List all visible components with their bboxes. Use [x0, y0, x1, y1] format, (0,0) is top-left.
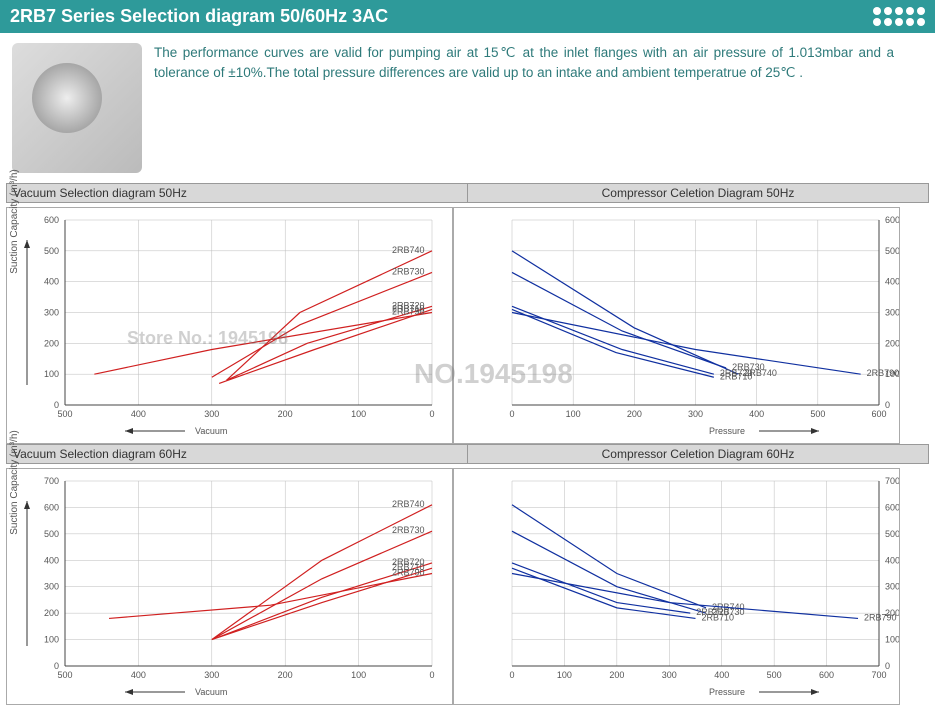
- svg-text:0: 0: [885, 400, 890, 410]
- svg-text:0: 0: [429, 409, 434, 419]
- svg-text:2RB790: 2RB790: [392, 568, 425, 578]
- svg-text:400: 400: [885, 555, 899, 565]
- svg-text:500: 500: [885, 529, 899, 539]
- svg-text:400: 400: [749, 409, 764, 419]
- vacuum-chart: 010020030040050001002003004005006002RB74…: [6, 207, 453, 444]
- svg-text:Vacuum: Vacuum: [195, 426, 227, 436]
- svg-text:300: 300: [204, 670, 219, 680]
- compressor-chart: 0100200300400500600700010020030040050060…: [453, 468, 900, 705]
- svg-text:100: 100: [566, 409, 581, 419]
- svg-text:500: 500: [57, 670, 72, 680]
- panels-container: Vacuum Selection diagram 50HzCompressor …: [0, 183, 935, 705]
- svg-text:400: 400: [44, 555, 59, 565]
- svg-text:200: 200: [44, 608, 59, 618]
- svg-text:0: 0: [54, 400, 59, 410]
- svg-text:100: 100: [44, 369, 59, 379]
- svg-text:100: 100: [351, 670, 366, 680]
- svg-text:200: 200: [44, 338, 59, 348]
- svg-text:300: 300: [688, 409, 703, 419]
- vacuum-title: Vacuum Selection diagram 50Hz: [7, 184, 468, 202]
- svg-text:Pressure: Pressure: [709, 426, 745, 436]
- svg-text:600: 600: [44, 502, 59, 512]
- svg-text:300: 300: [885, 308, 899, 318]
- svg-text:600: 600: [819, 670, 834, 680]
- compressor-title: Compressor Celetion Diagram 50Hz: [468, 184, 928, 202]
- svg-text:200: 200: [627, 409, 642, 419]
- svg-text:300: 300: [885, 582, 899, 592]
- svg-text:2RB730: 2RB730: [392, 266, 425, 276]
- svg-text:300: 300: [44, 582, 59, 592]
- panel-title-row: Vacuum Selection diagram 50HzCompressor …: [6, 183, 929, 203]
- svg-text:2RB710: 2RB710: [702, 612, 735, 622]
- svg-text:500: 500: [810, 409, 825, 419]
- product-image: [12, 43, 142, 173]
- chart-row: 010020030040050001002003004005006002RB74…: [6, 207, 929, 444]
- svg-text:400: 400: [131, 670, 146, 680]
- panel-title-row: Vacuum Selection diagram 60HzCompressor …: [6, 444, 929, 464]
- svg-text:600: 600: [871, 409, 886, 419]
- svg-text:200: 200: [885, 338, 899, 348]
- svg-text:0: 0: [54, 661, 59, 671]
- svg-text:400: 400: [885, 277, 899, 287]
- header-title: 2RB7 Series Selection diagram 50/60Hz 3A…: [10, 6, 388, 27]
- svg-text:400: 400: [131, 409, 146, 419]
- header-dots: [873, 7, 925, 26]
- svg-text:500: 500: [767, 670, 782, 680]
- compressor-title: Compressor Celetion Diagram 60Hz: [468, 445, 928, 463]
- svg-text:700: 700: [885, 476, 899, 486]
- svg-text:2RB730: 2RB730: [392, 525, 425, 535]
- y-axis-label: Suction Capacity (m³/h): [9, 169, 20, 273]
- svg-text:200: 200: [278, 409, 293, 419]
- svg-text:700: 700: [44, 476, 59, 486]
- svg-text:2RB790: 2RB790: [864, 612, 897, 622]
- svg-text:300: 300: [44, 308, 59, 318]
- svg-text:Pressure: Pressure: [709, 687, 745, 697]
- svg-text:500: 500: [44, 246, 59, 256]
- svg-text:2RB710: 2RB710: [720, 371, 753, 381]
- svg-text:600: 600: [885, 502, 899, 512]
- svg-text:0: 0: [885, 661, 890, 671]
- svg-text:100: 100: [351, 409, 366, 419]
- compressor-chart: 010020030040050060001002003004005006002R…: [453, 207, 900, 444]
- svg-text:700: 700: [871, 670, 886, 680]
- vacuum-title: Vacuum Selection diagram 60Hz: [7, 445, 468, 463]
- intro-text: The performance curves are valid for pum…: [154, 43, 894, 173]
- svg-text:0: 0: [429, 670, 434, 680]
- svg-text:100: 100: [885, 635, 899, 645]
- chart-row: 010020030040050001002003004005006007002R…: [6, 468, 929, 705]
- svg-text:2RB790: 2RB790: [392, 307, 425, 317]
- svg-text:100: 100: [44, 635, 59, 645]
- intro-section: The performance curves are valid for pum…: [0, 33, 935, 183]
- svg-text:300: 300: [662, 670, 677, 680]
- svg-text:100: 100: [557, 670, 572, 680]
- svg-text:400: 400: [44, 277, 59, 287]
- svg-text:0: 0: [509, 670, 514, 680]
- svg-text:500: 500: [44, 529, 59, 539]
- svg-text:2RB790: 2RB790: [867, 368, 899, 378]
- svg-text:600: 600: [885, 215, 899, 225]
- svg-text:500: 500: [885, 246, 899, 256]
- svg-text:200: 200: [609, 670, 624, 680]
- svg-text:300: 300: [204, 409, 219, 419]
- svg-text:200: 200: [278, 670, 293, 680]
- svg-text:2RB740: 2RB740: [392, 499, 425, 509]
- svg-text:0: 0: [509, 409, 514, 419]
- header-bar: 2RB7 Series Selection diagram 50/60Hz 3A…: [0, 0, 935, 33]
- y-axis-label: Suction Capacity (m³/h): [9, 430, 20, 534]
- svg-text:500: 500: [57, 409, 72, 419]
- svg-text:400: 400: [714, 670, 729, 680]
- svg-text:Vacuum: Vacuum: [195, 687, 227, 697]
- svg-text:2RB740: 2RB740: [392, 245, 425, 255]
- vacuum-chart: 010020030040050001002003004005006007002R…: [6, 468, 453, 705]
- svg-text:600: 600: [44, 215, 59, 225]
